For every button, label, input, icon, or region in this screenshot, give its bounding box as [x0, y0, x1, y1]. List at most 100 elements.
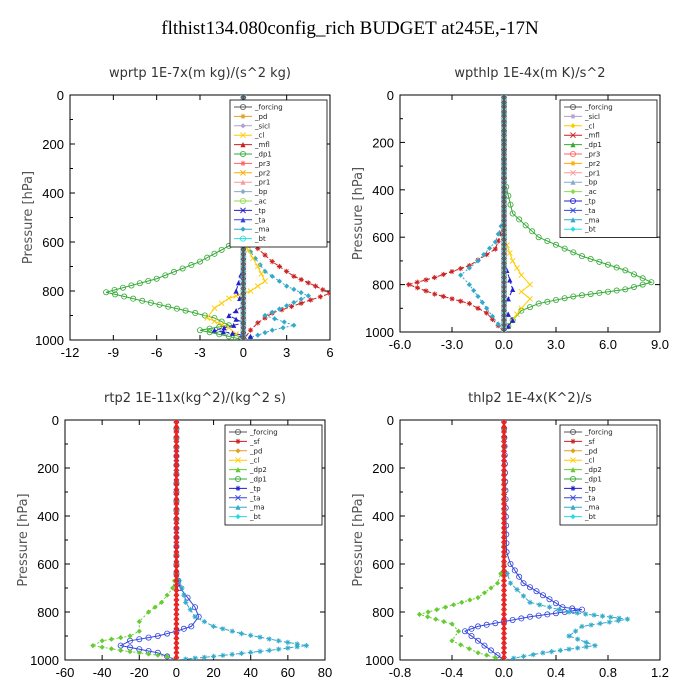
- data-point: [484, 305, 490, 311]
- data-point: [474, 637, 481, 644]
- data-point: [510, 317, 516, 323]
- data-point: [173, 441, 180, 447]
- data-point: [173, 513, 180, 519]
- data-point: [501, 465, 507, 471]
- data-point: [501, 229, 507, 236]
- data-point: [553, 610, 560, 617]
- data-point: [247, 333, 254, 339]
- data-point: [615, 618, 621, 624]
- data-point: [587, 256, 594, 263]
- data-point: [276, 263, 283, 270]
- data-point: [501, 470, 507, 476]
- data-point: [501, 248, 507, 255]
- data-point: [188, 623, 195, 630]
- data-point: [492, 655, 498, 660]
- data-point: [136, 280, 143, 287]
- data-point: [240, 322, 247, 329]
- data-point: [514, 587, 520, 593]
- x-tick-label: -9: [108, 345, 120, 360]
- data-point: [173, 446, 180, 452]
- legend-label: _ma: [584, 504, 600, 512]
- y-tick-label: 800: [42, 284, 64, 299]
- data-point: [173, 561, 180, 567]
- data-point: [298, 290, 304, 296]
- data-point: [501, 120, 507, 127]
- data-point: [112, 291, 119, 298]
- chart-panel-4: thlp2 1E-4x(K^2)/s Pressure [hPa] 0 200 400 6…: [351, 391, 669, 680]
- data-point: [475, 293, 481, 300]
- data-point: [511, 655, 517, 660]
- x-tick-label: 3.0: [547, 337, 565, 352]
- legend-label: _pd: [584, 447, 597, 455]
- data-point: [458, 642, 464, 648]
- data-point: [501, 101, 507, 108]
- legend-marker: [570, 207, 576, 214]
- data-point: [501, 167, 507, 174]
- data-point: [501, 446, 507, 452]
- data-point: [225, 295, 232, 302]
- data-point: [240, 95, 247, 98]
- data-point: [501, 609, 507, 615]
- data-point: [501, 503, 507, 509]
- data-point: [173, 508, 180, 514]
- legend-marker: [239, 197, 246, 204]
- data-point: [501, 329, 507, 332]
- data-point: [479, 299, 485, 305]
- data-point: [639, 275, 646, 282]
- data-point: [130, 295, 137, 302]
- data-point: [173, 537, 180, 543]
- series-line-cl: [503, 95, 531, 332]
- data-point: [99, 644, 105, 650]
- legend-label: _tp: [584, 485, 596, 493]
- data-point: [240, 317, 247, 324]
- data-point: [459, 599, 465, 605]
- legend: _forcing_sf_pd _cl_dp2 _dp1_tp_ta _ma_bt: [559, 424, 658, 526]
- legend-label: _forcing: [254, 104, 283, 112]
- data-point: [423, 277, 429, 283]
- data-point: [275, 646, 282, 652]
- data-point: [211, 314, 218, 321]
- legend-marker: [239, 104, 246, 111]
- series-group: [416, 420, 631, 660]
- legend-marker: [570, 428, 577, 435]
- data-point: [501, 191, 507, 198]
- y-tick-label: 200: [37, 461, 59, 476]
- data-point: [272, 316, 278, 322]
- data-point: [432, 291, 438, 297]
- data-point: [173, 585, 180, 591]
- data-point: [196, 327, 203, 334]
- data-point: [570, 293, 577, 300]
- data-point: [507, 580, 514, 586]
- data-point: [238, 631, 245, 637]
- data-point: [275, 638, 282, 644]
- data-point: [492, 620, 499, 627]
- data-point: [495, 238, 501, 244]
- data-point: [434, 607, 440, 613]
- data-point: [173, 652, 180, 658]
- data-point: [305, 280, 311, 286]
- data-point: [285, 645, 291, 651]
- data-point: [583, 644, 589, 650]
- data-point: [229, 651, 235, 657]
- legend: _forcing_sicl_cl_mfl_dp1_pr3_pr2_pr1_bp_…: [559, 99, 658, 239]
- legend-label: _forcing: [584, 429, 613, 437]
- x-tick-label: -6: [151, 345, 163, 360]
- data-point: [501, 638, 507, 644]
- data-point: [211, 305, 218, 312]
- data-point: [173, 599, 180, 605]
- data-point: [501, 324, 507, 331]
- data-point: [173, 436, 180, 442]
- data-point: [495, 321, 501, 327]
- data-point: [294, 641, 300, 647]
- legend-label: _cl: [249, 457, 259, 465]
- data-point: [501, 431, 507, 437]
- data-point: [501, 286, 507, 293]
- data-point: [574, 610, 580, 616]
- data-point: [192, 310, 199, 317]
- data-point: [440, 293, 446, 300]
- data-point: [204, 315, 211, 321]
- data-point: [111, 286, 118, 293]
- data-point: [561, 295, 568, 302]
- data-point: [425, 609, 431, 615]
- data-point: [481, 642, 488, 649]
